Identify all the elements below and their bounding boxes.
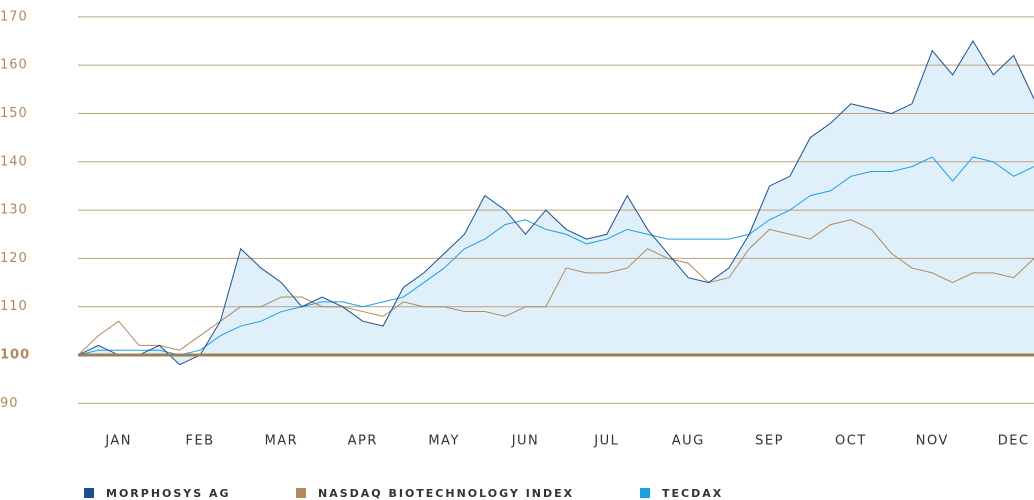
y-tick-label: 160: [0, 58, 28, 73]
legend-swatch: [296, 488, 306, 498]
y-tick-label: 140: [0, 154, 28, 169]
x-tick-label: JAN: [104, 434, 132, 449]
line: [77, 156, 1034, 356]
x-tick-label: AUG: [672, 434, 705, 449]
y-tick-label: 100: [0, 348, 30, 363]
x-tick-label: SEP: [755, 434, 784, 449]
x-tick-label: APR: [348, 434, 378, 449]
y-tick-label: 130: [0, 203, 28, 218]
y-tick-label: 120: [0, 251, 28, 266]
y-tick-label: 90: [0, 396, 19, 411]
x-tick-label: FEB: [185, 434, 214, 449]
x-tick-label: NOV: [916, 434, 949, 449]
legend-label: TECDAX: [662, 487, 723, 500]
line: [77, 219, 1034, 356]
x-tick-label: MAR: [265, 434, 299, 449]
x-tick-label: DEC: [998, 434, 1030, 449]
x-tick-label: JUL: [593, 434, 619, 449]
line: [77, 40, 1034, 366]
area: [78, 41, 1034, 365]
x-tick-label: OCT: [835, 434, 867, 449]
legend-swatch: [84, 488, 94, 498]
x-tick-label: MAY: [428, 434, 460, 449]
y-tick-label: 110: [0, 299, 28, 314]
y-tick-label: 150: [0, 106, 28, 121]
y-tick-label: 170: [0, 9, 28, 24]
legend-label: NASDAQ BIOTECHNOLOGY INDEX: [318, 487, 574, 500]
x-tick-label: JUN: [511, 434, 540, 449]
legend-label: MORPHOSYS AG: [106, 487, 231, 500]
legend-swatch: [640, 488, 650, 498]
